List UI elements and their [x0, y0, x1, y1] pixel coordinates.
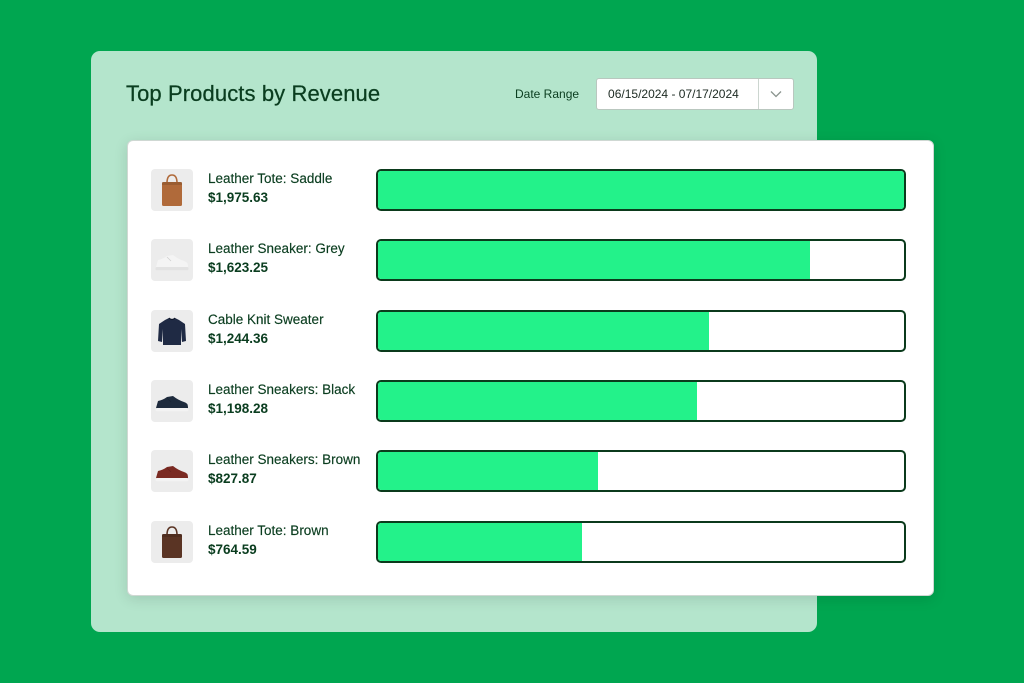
date-range-label: Date Range — [515, 87, 580, 101]
table-row: Leather Tote: Brown $764.59 — [128, 520, 933, 564]
date-range-select[interactable]: 06/15/2024 - 07/17/2024 — [596, 78, 795, 110]
product-revenue: $764.59 — [208, 541, 257, 557]
date-range-value: 06/15/2024 - 07/17/2024 — [608, 87, 739, 101]
revenue-bar-track — [376, 309, 906, 352]
product-name: Cable Knit Sweater — [208, 311, 324, 327]
revenue-bar — [378, 381, 698, 420]
page-title: Top Products by Revenue — [126, 81, 381, 106]
product-thumbnail — [151, 239, 193, 282]
product-thumbnail — [151, 450, 193, 493]
product-name: Leather Sneaker: Grey — [208, 241, 345, 257]
product-revenue: $1,244.36 — [208, 330, 269, 346]
sweater-icon — [158, 317, 186, 345]
sneaker-icon — [155, 395, 189, 412]
revenue-bar-track — [376, 239, 906, 282]
sneaker-icon — [155, 255, 189, 271]
product-name: Leather Sneakers: Brown — [208, 452, 361, 468]
product-thumbnail — [151, 169, 193, 211]
table-row: Cable Knit Sweater $1,244.36 — [128, 309, 933, 353]
product-name: Leather Tote: Saddle — [208, 171, 333, 186]
product-revenue: $1,198.28 — [208, 400, 269, 416]
revenue-bar — [378, 452, 599, 491]
product-revenue: $827.87 — [208, 471, 257, 487]
revenue-bar — [378, 171, 904, 209]
product-revenue: $1,975.63 — [208, 190, 269, 205]
date-range-filter: Date Range 06/15/2024 - 07/17/2024 — [515, 78, 795, 110]
tote-bag-icon — [162, 525, 182, 558]
chevron-down-icon — [770, 91, 782, 98]
revenue-bar-track — [376, 450, 906, 493]
product-thumbnail — [151, 379, 193, 422]
product-name: Leather Tote: Brown — [208, 522, 329, 538]
table-row: Leather Sneakers: Brown $827.87 — [128, 449, 933, 493]
table-row: Leather Sneaker: Grey $1,623.25 — [128, 238, 933, 282]
tote-bag-icon — [162, 174, 182, 206]
revenue-chart-card: Leather Tote: Saddle $1,975.63 Leather Sne… — [127, 140, 934, 596]
product-revenue: $1,623.25 — [208, 260, 269, 276]
revenue-bar — [378, 241, 811, 280]
table-row: Leather Sneakers: Black $1,198.28 — [128, 379, 933, 423]
revenue-bar-track — [376, 379, 906, 422]
product-thumbnail — [151, 309, 193, 352]
product-name: Leather Sneakers: Black — [208, 381, 356, 397]
sneaker-icon — [155, 466, 189, 482]
date-range-dropdown-button[interactable] — [758, 79, 793, 109]
table-row: Leather Tote: Saddle $1,975.63 — [128, 168, 933, 212]
revenue-bar — [378, 311, 710, 350]
product-thumbnail — [151, 520, 193, 563]
revenue-bar — [378, 522, 582, 561]
revenue-bar-track — [376, 169, 906, 211]
revenue-bar-track — [376, 520, 906, 563]
